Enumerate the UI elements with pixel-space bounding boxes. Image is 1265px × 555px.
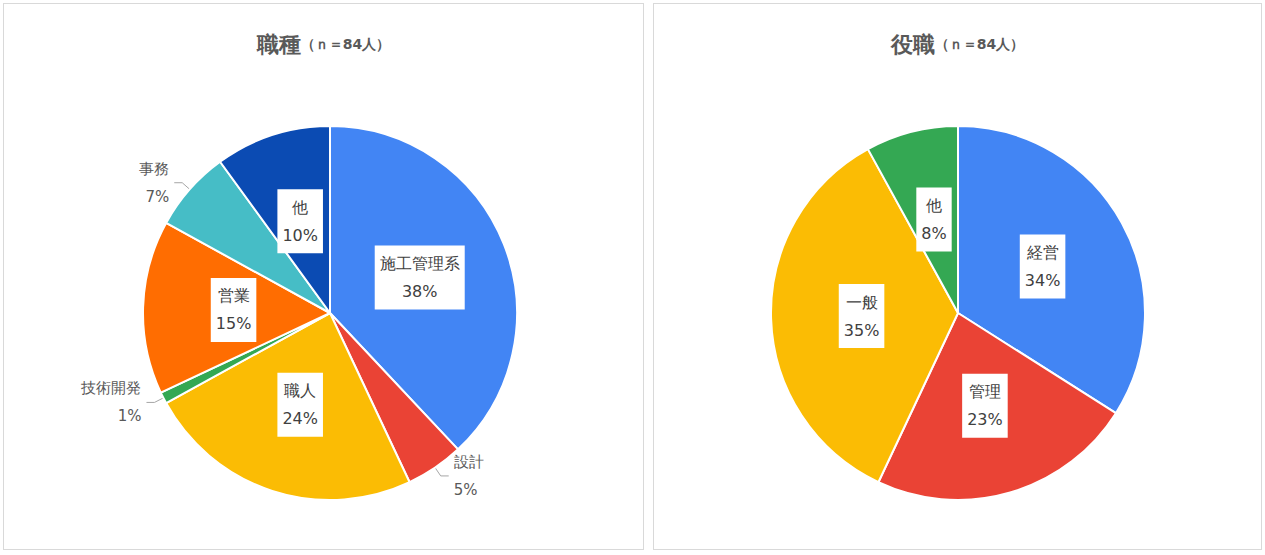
- svg-text:経営: 経営: [1026, 243, 1059, 262]
- svg-text:15%: 15%: [216, 314, 252, 333]
- svg-text:（ｎ＝84人）: （ｎ＝84人）: [301, 36, 390, 52]
- svg-text:34%: 34%: [1025, 271, 1061, 290]
- svg-text:役職: 役職: [890, 32, 935, 57]
- svg-text:管理: 管理: [969, 382, 1001, 401]
- svg-text:（ｎ＝84人）: （ｎ＝84人）: [935, 36, 1024, 52]
- svg-text:事務: 事務: [139, 160, 169, 178]
- svg-text:一般: 一般: [846, 293, 878, 312]
- svg-text:設計: 設計: [454, 453, 484, 471]
- svg-text:23%: 23%: [967, 410, 1003, 429]
- svg-text:8%: 8%: [921, 224, 946, 243]
- svg-text:職種: 職種: [256, 32, 301, 57]
- svg-text:1%: 1%: [118, 407, 142, 425]
- svg-text:10%: 10%: [282, 226, 318, 245]
- svg-text:35%: 35%: [844, 321, 880, 340]
- svg-text:職人: 職人: [284, 381, 316, 400]
- svg-text:7%: 7%: [145, 188, 169, 206]
- svg-text:5%: 5%: [454, 481, 478, 499]
- svg-text:38%: 38%: [402, 282, 438, 301]
- svg-text:営業: 営業: [218, 286, 250, 305]
- svg-text:他: 他: [292, 198, 308, 217]
- svg-text:技術開発: 技術開発: [80, 379, 141, 397]
- svg-text:24%: 24%: [282, 409, 318, 428]
- svg-text:他: 他: [926, 196, 942, 215]
- svg-text:施工管理系: 施工管理系: [380, 254, 460, 273]
